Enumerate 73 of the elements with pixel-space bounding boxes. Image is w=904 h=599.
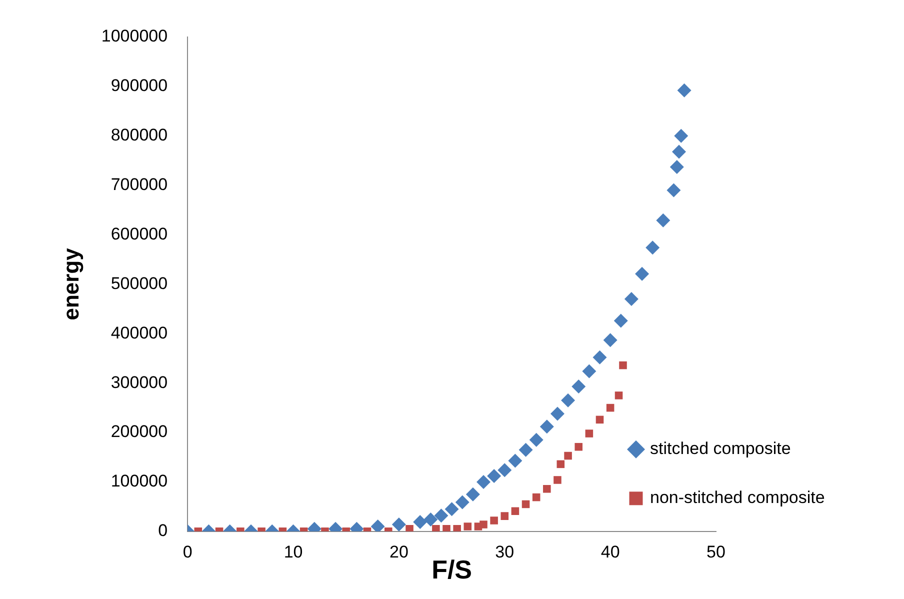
point: [518, 442, 533, 457]
y-axis-title: energy: [58, 247, 84, 320]
point: [572, 380, 586, 394]
y-tick-label: 400000: [110, 323, 168, 342]
point: [619, 361, 627, 370]
x-tick-label: 30: [495, 542, 514, 562]
y-tick-label: 600000: [110, 224, 168, 244]
point: [508, 454, 522, 468]
point: [540, 420, 554, 434]
point: [424, 512, 438, 527]
x-tick-label: 50: [706, 542, 726, 562]
point: [677, 83, 692, 98]
point: [498, 463, 512, 478]
point: [585, 430, 594, 438]
point: [453, 525, 461, 532]
point: [556, 460, 565, 468]
point: [674, 128, 688, 143]
point: [670, 160, 684, 174]
point: [490, 516, 498, 524]
point: [413, 515, 428, 530]
y-tick-label: 500000: [110, 274, 168, 293]
point: [550, 406, 564, 421]
y-tick-label: 1000000: [101, 26, 168, 46]
y-tick-label: 800000: [110, 126, 168, 145]
point: [561, 393, 576, 408]
point: [582, 364, 596, 378]
point: [370, 519, 385, 532]
point: [476, 474, 490, 489]
point: [672, 144, 686, 159]
y-tick-label: 200000: [110, 422, 168, 442]
point: [511, 507, 520, 516]
point: [614, 392, 623, 400]
point: [432, 525, 440, 532]
point: [529, 432, 544, 447]
point: [455, 495, 470, 510]
x-tick-label: 0: [182, 542, 192, 562]
point: [392, 517, 406, 532]
y-tick-label: 700000: [110, 175, 168, 194]
x-tick-label: 20: [389, 542, 408, 562]
point: [543, 484, 551, 493]
x-axis-title: F/S: [432, 554, 472, 585]
point: [487, 469, 502, 484]
point: [592, 350, 607, 364]
y-tick-label: 300000: [110, 372, 168, 392]
point: [464, 522, 472, 530]
point: [466, 487, 480, 502]
point: [564, 452, 572, 460]
point: [606, 404, 614, 412]
x-tick-label: 40: [600, 542, 620, 562]
legend-label: non-stitched composite: [650, 488, 825, 508]
point: [406, 525, 414, 532]
y-tick-label: 100000: [110, 472, 168, 491]
point: [574, 442, 582, 451]
point: [656, 213, 670, 228]
y-tick-label: 0: [158, 521, 168, 540]
point: [624, 292, 638, 306]
point: [646, 240, 660, 255]
point: [480, 520, 488, 528]
point: [522, 500, 530, 508]
point: [442, 525, 450, 532]
point: [554, 476, 562, 484]
point: [603, 333, 618, 348]
legend-label: stitched composite: [650, 439, 791, 458]
y-tick-label: 900000: [110, 76, 168, 96]
point: [614, 314, 628, 328]
point: [434, 508, 448, 523]
x-tick-label: 10: [284, 542, 303, 562]
point: [666, 183, 681, 198]
point: [635, 266, 650, 281]
point: [444, 502, 459, 516]
point: [532, 493, 540, 502]
point: [596, 416, 604, 424]
point: [500, 512, 509, 520]
